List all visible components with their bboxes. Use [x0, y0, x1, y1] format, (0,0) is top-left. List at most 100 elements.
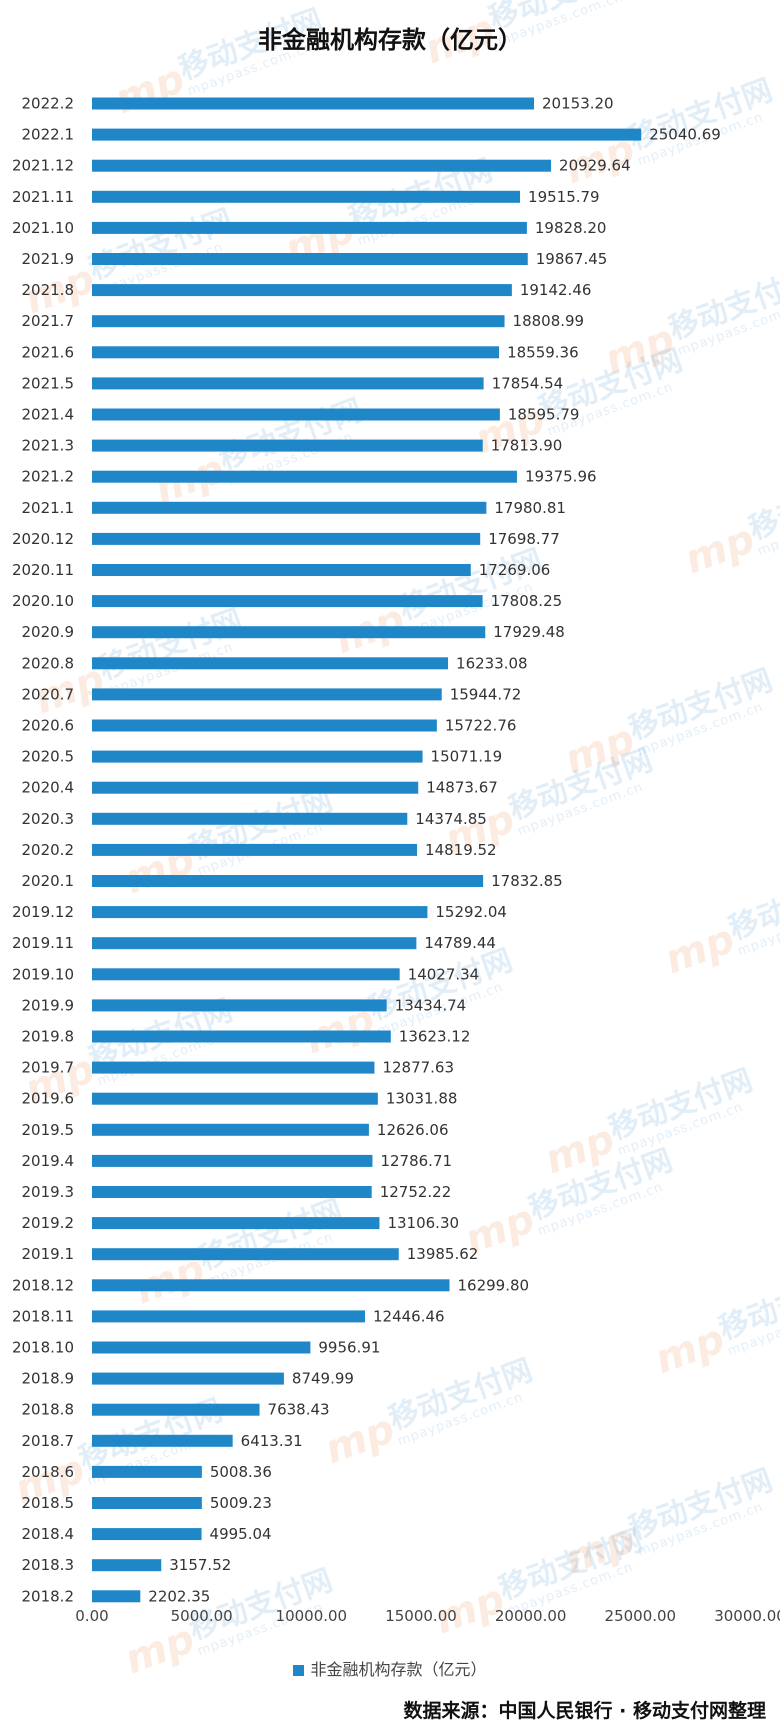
category-label-2019.9: 2019.9 [22, 996, 75, 1014]
category-label-2019.2: 2019.2 [22, 1214, 75, 1232]
value-label-2020.4: 14873.67 [426, 779, 498, 797]
value-label-2019.5: 12626.06 [377, 1121, 449, 1139]
category-label-2021.11: 2021.11 [12, 188, 74, 206]
value-label-2021.1: 17980.81 [494, 499, 566, 517]
category-label-2021.7: 2021.7 [22, 312, 75, 330]
value-label-2019.2: 13106.30 [387, 1214, 459, 1232]
category-labels-group: 2022.2 2022.1 2021.12 2021.11 2021.10 2021.9 2… [12, 95, 74, 1606]
category-label-2020.7: 2020.7 [22, 685, 75, 703]
category-label-2020.3: 2020.3 [22, 810, 75, 828]
category-label-2021.4: 2021.4 [22, 406, 75, 424]
bar-2021.2 [92, 470, 517, 483]
category-label-2020.8: 2020.8 [22, 654, 75, 672]
value-label-2021.5: 17854.54 [492, 374, 564, 392]
bar-2021.8 [92, 284, 512, 297]
category-label-2020.5: 2020.5 [22, 748, 75, 766]
category-label-2020.6: 2020.6 [22, 717, 75, 735]
bar-2020.6 [92, 719, 437, 732]
category-label-2018.4: 2018.4 [22, 1525, 75, 1543]
bar-2022.2 [92, 97, 535, 110]
bar-2020.9 [92, 626, 486, 639]
bar-2021.6 [92, 346, 500, 359]
value-label-2021.9: 19867.45 [536, 250, 608, 268]
category-label-2020.4: 2020.4 [22, 779, 75, 797]
value-label-2019.7: 12877.63 [382, 1059, 454, 1077]
category-label-2021.2: 2021.2 [22, 468, 75, 486]
value-label-2021.12: 20929.64 [559, 157, 631, 175]
value-label-2019.3: 12752.22 [380, 1183, 452, 1201]
bar-2018.3 [92, 1559, 162, 1572]
bar-2021.4 [92, 408, 500, 421]
x-tick-label-25000: 25000.00 [605, 1607, 677, 1625]
bar-2018.6 [92, 1465, 202, 1478]
category-label-2019.4: 2019.4 [22, 1152, 75, 1170]
bar-2019.7 [92, 1061, 375, 1074]
x-tick-label-20000: 20000.00 [495, 1607, 567, 1625]
value-label-2019.10: 14027.34 [408, 965, 480, 983]
bar-2020.10 [92, 595, 483, 608]
value-label-2018.9: 8749.99 [292, 1370, 354, 1388]
category-label-2018.5: 2018.5 [22, 1494, 75, 1512]
category-label-2021.5: 2021.5 [22, 374, 75, 392]
bar-2018.12 [92, 1279, 450, 1292]
category-label-2020.11: 2020.11 [12, 561, 74, 579]
category-label-2020.12: 2020.12 [12, 530, 74, 548]
bar-2020.3 [92, 812, 408, 825]
value-label-2020.7: 15944.72 [450, 685, 522, 703]
bar-2019.12 [92, 906, 428, 919]
category-label-2019.3: 2019.3 [22, 1183, 75, 1201]
bar-2018.11 [92, 1310, 365, 1323]
category-label-2022.2: 2022.2 [22, 95, 75, 113]
bar-2019.9 [92, 999, 387, 1012]
category-label-2019.6: 2019.6 [22, 1090, 75, 1108]
legend-swatch [293, 1665, 305, 1676]
category-label-2020.9: 2020.9 [22, 623, 75, 641]
category-label-2021.10: 2021.10 [12, 219, 74, 237]
category-label-2019.10: 2019.10 [12, 965, 74, 983]
value-label-2020.12: 17698.77 [488, 530, 560, 548]
bar-2020.5 [92, 750, 423, 763]
bar-2021.7 [92, 315, 505, 328]
x-tick-label-10000: 10000.00 [276, 1607, 348, 1625]
bar-2019.4 [92, 1154, 373, 1167]
value-label-2018.8: 7638.43 [268, 1401, 330, 1419]
value-label-2021.2: 19375.96 [525, 468, 597, 486]
category-label-2018.2: 2018.2 [22, 1587, 75, 1605]
category-label-2021.6: 2021.6 [22, 343, 75, 361]
bar-2018.10 [92, 1341, 311, 1354]
bar-2020.8 [92, 657, 449, 670]
bar-2020.11 [92, 564, 471, 576]
value-label-2019.1: 13985.62 [407, 1245, 479, 1263]
category-label-2018.3: 2018.3 [22, 1556, 75, 1574]
bar-2021.1 [92, 501, 487, 514]
value-label-2021.4: 18595.79 [508, 406, 580, 424]
value-label-2020.11: 17269.06 [479, 561, 551, 579]
category-label-2019.8: 2019.8 [22, 1028, 75, 1046]
category-label-2021.1: 2021.1 [22, 499, 75, 517]
bars-group [92, 97, 642, 1603]
bar-2019.6 [92, 1092, 378, 1105]
value-label-2022.2: 20153.20 [542, 95, 614, 113]
category-label-2018.8: 2018.8 [22, 1401, 75, 1419]
value-label-2020.3: 14374.85 [415, 810, 487, 828]
category-label-2018.11: 2018.11 [12, 1307, 74, 1325]
bar-2020.1 [92, 875, 484, 887]
category-label-2019.1: 2019.1 [22, 1245, 75, 1263]
value-label-2020.5: 15071.19 [431, 748, 503, 766]
bar-2019.5 [92, 1123, 369, 1136]
category-label-2022.1: 2022.1 [22, 126, 75, 144]
category-label-2021.12: 2021.12 [12, 157, 74, 175]
bar-2020.12 [92, 532, 481, 545]
bar-2019.3 [92, 1186, 372, 1198]
bar-2021.3 [92, 439, 483, 452]
category-label-2021.3: 2021.3 [22, 437, 75, 455]
value-label-2021.3: 17813.90 [491, 437, 563, 455]
bar-2018.7 [92, 1434, 233, 1447]
value-label-2020.9: 17929.48 [493, 623, 565, 641]
value-label-2021.11: 19515.79 [528, 188, 600, 206]
value-label-2021.10: 19828.20 [535, 219, 607, 237]
value-label-2018.5: 5009.23 [210, 1494, 272, 1512]
x-tick-label-30000: 30000.00 [714, 1607, 780, 1625]
value-label-2020.6: 15722.76 [445, 717, 517, 735]
